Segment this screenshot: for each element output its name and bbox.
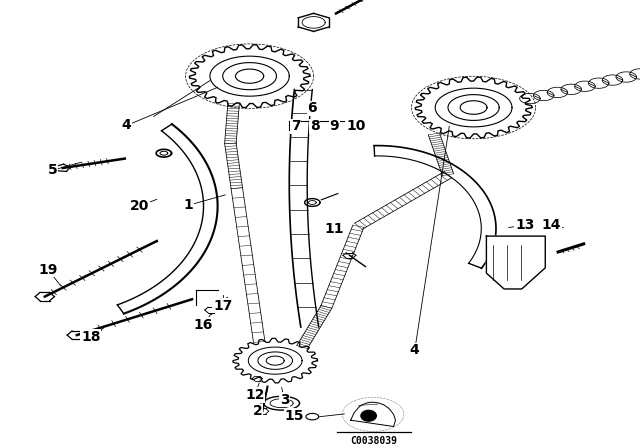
Text: 14: 14: [542, 218, 561, 232]
Text: 4: 4: [122, 118, 132, 133]
Text: 16: 16: [194, 318, 213, 332]
Text: 18: 18: [81, 330, 100, 344]
Text: 3: 3: [280, 392, 290, 407]
Text: 5: 5: [47, 163, 58, 177]
Text: C0038039: C0038039: [350, 436, 397, 446]
Text: 4: 4: [410, 343, 420, 358]
Text: 10: 10: [346, 119, 365, 134]
Text: 2: 2: [252, 404, 262, 418]
Text: 7: 7: [291, 119, 301, 134]
Text: 12: 12: [245, 388, 264, 402]
Text: 9: 9: [329, 119, 339, 134]
Text: 17: 17: [213, 298, 232, 313]
Text: 20: 20: [130, 199, 149, 213]
Circle shape: [361, 410, 376, 421]
Text: 8: 8: [310, 119, 320, 134]
Text: 11: 11: [324, 222, 344, 237]
Text: 13: 13: [515, 218, 534, 232]
Text: 19: 19: [38, 263, 58, 277]
Text: 6: 6: [307, 101, 317, 116]
Text: 15: 15: [285, 409, 304, 423]
Text: 1: 1: [184, 198, 194, 212]
Polygon shape: [486, 236, 545, 289]
